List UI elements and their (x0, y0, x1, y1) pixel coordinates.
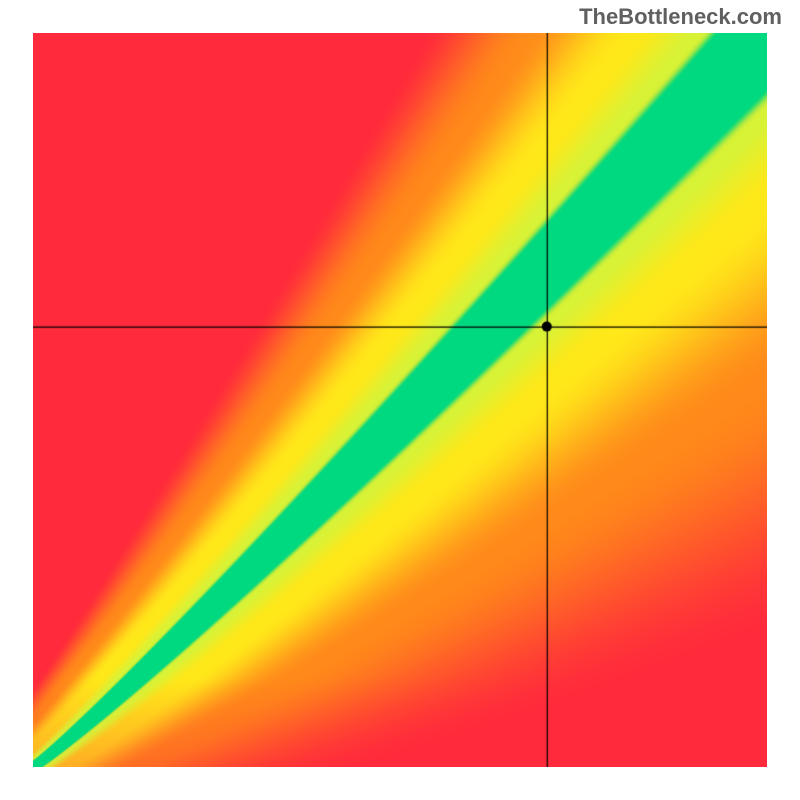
heatmap-canvas (33, 33, 767, 767)
bottleneck-heatmap (33, 33, 767, 767)
watermark-text: TheBottleneck.com (579, 4, 782, 30)
